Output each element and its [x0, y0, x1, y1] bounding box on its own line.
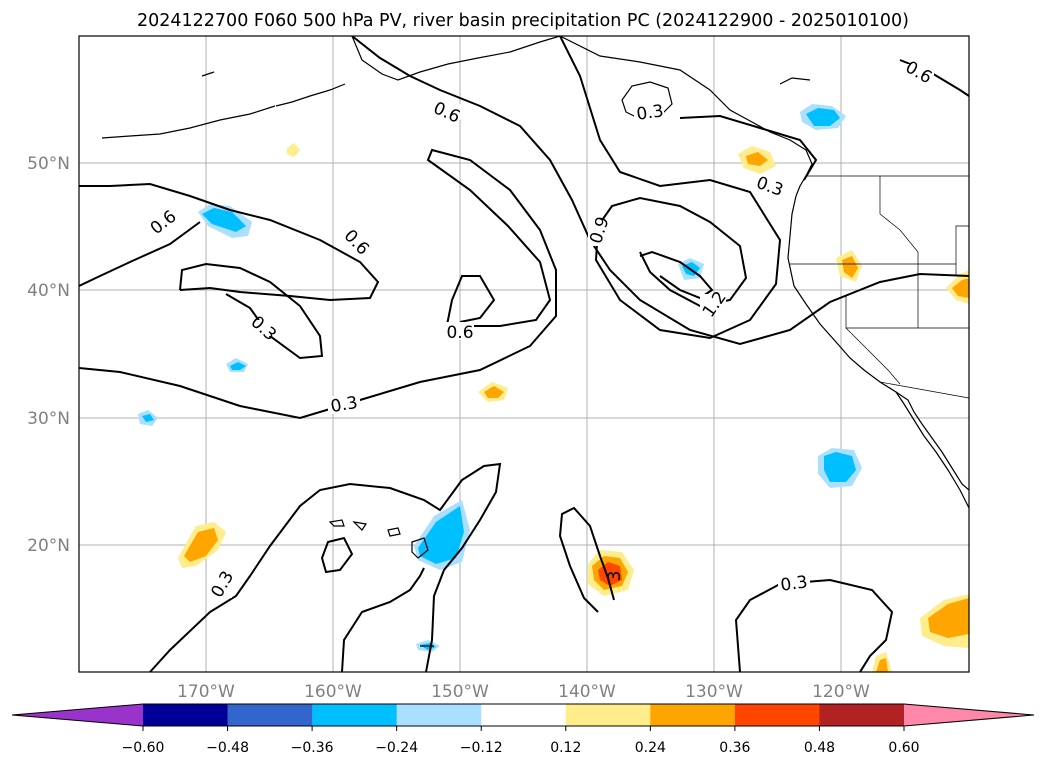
border-line	[845, 264, 919, 329]
colorbar-segment	[565, 704, 651, 726]
contour-line	[559, 36, 782, 340]
pc-patch	[928, 598, 969, 638]
colorbar-segment	[396, 704, 482, 726]
colorbar-tick-label: −0.12	[460, 740, 503, 756]
colorbar-tick-label: 0.48	[804, 740, 835, 756]
pc-patch	[142, 414, 154, 422]
contour-line	[79, 221, 201, 287]
colorbar-segment	[734, 704, 820, 726]
coastline	[559, 36, 813, 197]
contour-line	[79, 182, 380, 302]
island	[352, 521, 368, 531]
contour-label: 0.3	[329, 393, 359, 417]
contour-label: 1.2	[699, 288, 731, 322]
colorbar-segment	[227, 704, 313, 726]
colorbar-extend-low	[12, 704, 143, 726]
contour-line	[679, 114, 818, 181]
colorbar-segment	[650, 704, 736, 726]
pc-patch	[230, 362, 246, 370]
contour-label: 0.3	[754, 173, 786, 201]
colorbar-extend-high	[904, 704, 1034, 726]
contour-line	[79, 148, 557, 420]
coastline	[787, 195, 969, 509]
pv-contours	[79, 36, 969, 672]
island	[328, 519, 345, 527]
border-line	[845, 327, 901, 385]
map-frame	[78, 35, 970, 673]
map-area: 0.6 0.6 0.6 0.6 0.3 0.3 0.3 0.9 1.2 0.6 …	[79, 36, 969, 672]
pc-patch	[842, 256, 858, 278]
colorbar-segment	[481, 704, 567, 726]
contour-line	[149, 462, 502, 672]
lat-label: 50°N	[27, 154, 70, 174]
colorbar-segment	[312, 704, 398, 726]
pc-patch	[806, 108, 840, 126]
lat-label: 20°N	[27, 536, 70, 556]
lon-label: 160°W	[304, 682, 362, 702]
border-line	[879, 176, 919, 264]
contour-label: 0.6	[446, 323, 473, 343]
coastline	[275, 83, 346, 107]
pc-patch	[952, 278, 969, 298]
contour-line	[179, 262, 324, 360]
contour-line	[558, 506, 615, 613]
colorbar-tick-label: −0.24	[375, 740, 418, 756]
contour-label: 0.9	[586, 214, 613, 246]
contour-label: 0.6	[430, 98, 463, 127]
pc-patch	[184, 528, 218, 562]
island	[411, 537, 429, 559]
colorbar-tick-label: −0.60	[122, 740, 165, 756]
contour-label: 0.6	[147, 207, 181, 239]
pc-patch	[418, 506, 464, 564]
island	[387, 527, 401, 537]
lat-label: 40°N	[27, 281, 70, 301]
colorbar-tick-label: 0.24	[635, 740, 666, 756]
contour-line	[341, 567, 425, 672]
coastline	[779, 77, 811, 85]
pc-patch	[287, 143, 300, 157]
map-title: 2024122700 F060 500 hPa PV, river basin …	[137, 11, 909, 31]
contour-line	[445, 275, 496, 331]
lon-label: 170°W	[177, 682, 235, 702]
contour-line	[734, 578, 894, 672]
contour-labels: 0.6 0.6 0.6 0.6 0.3 0.3 0.3 0.9 1.2 0.6 …	[147, 57, 935, 601]
pc-patch	[824, 452, 856, 482]
contour-label: 0.3	[635, 101, 665, 125]
lat-labels: 50°N 40°N 30°N 20°N	[27, 154, 70, 556]
contour-label: 3	[605, 571, 625, 582]
colorbar-tick-label: 0.36	[719, 740, 750, 756]
colorbar-segment	[143, 704, 229, 726]
pc-patch	[484, 386, 504, 398]
colorbar-tick-label: 0.60	[888, 740, 919, 756]
pc-patch	[202, 208, 246, 232]
colorbar-tick-label: −0.36	[291, 740, 334, 756]
contour-line	[320, 536, 354, 574]
colorbar-tick-label: 0.12	[550, 740, 581, 756]
contour-line	[351, 36, 969, 346]
lon-label: 130°W	[685, 682, 743, 702]
pc-shading	[138, 104, 969, 672]
colorbar: −0.60 −0.48 −0.36 −0.24 −0.12 0.12 0.24 0.36 0.4…	[11, 703, 1035, 756]
pc-patch	[746, 152, 768, 166]
lon-label: 120°W	[812, 682, 870, 702]
lon-labels: 170°W 160°W 150°W 140°W 130°W 120°W	[177, 682, 870, 702]
coastline	[621, 81, 673, 119]
border-line	[879, 381, 969, 399]
border-line	[955, 225, 969, 277]
contour-line	[639, 250, 714, 300]
coastline	[351, 36, 561, 81]
coastline	[895, 391, 969, 491]
colorbar-tick-label: −0.48	[206, 740, 249, 756]
coastline	[201, 71, 215, 77]
lon-label: 140°W	[558, 682, 616, 702]
colorbar-segment	[819, 704, 905, 726]
contour-label: 0.3	[779, 572, 809, 596]
borders	[790, 175, 969, 399]
lat-label: 30°N	[27, 409, 70, 429]
coastline	[101, 105, 276, 139]
lon-label: 150°W	[431, 682, 489, 702]
pc-patch	[876, 658, 888, 672]
